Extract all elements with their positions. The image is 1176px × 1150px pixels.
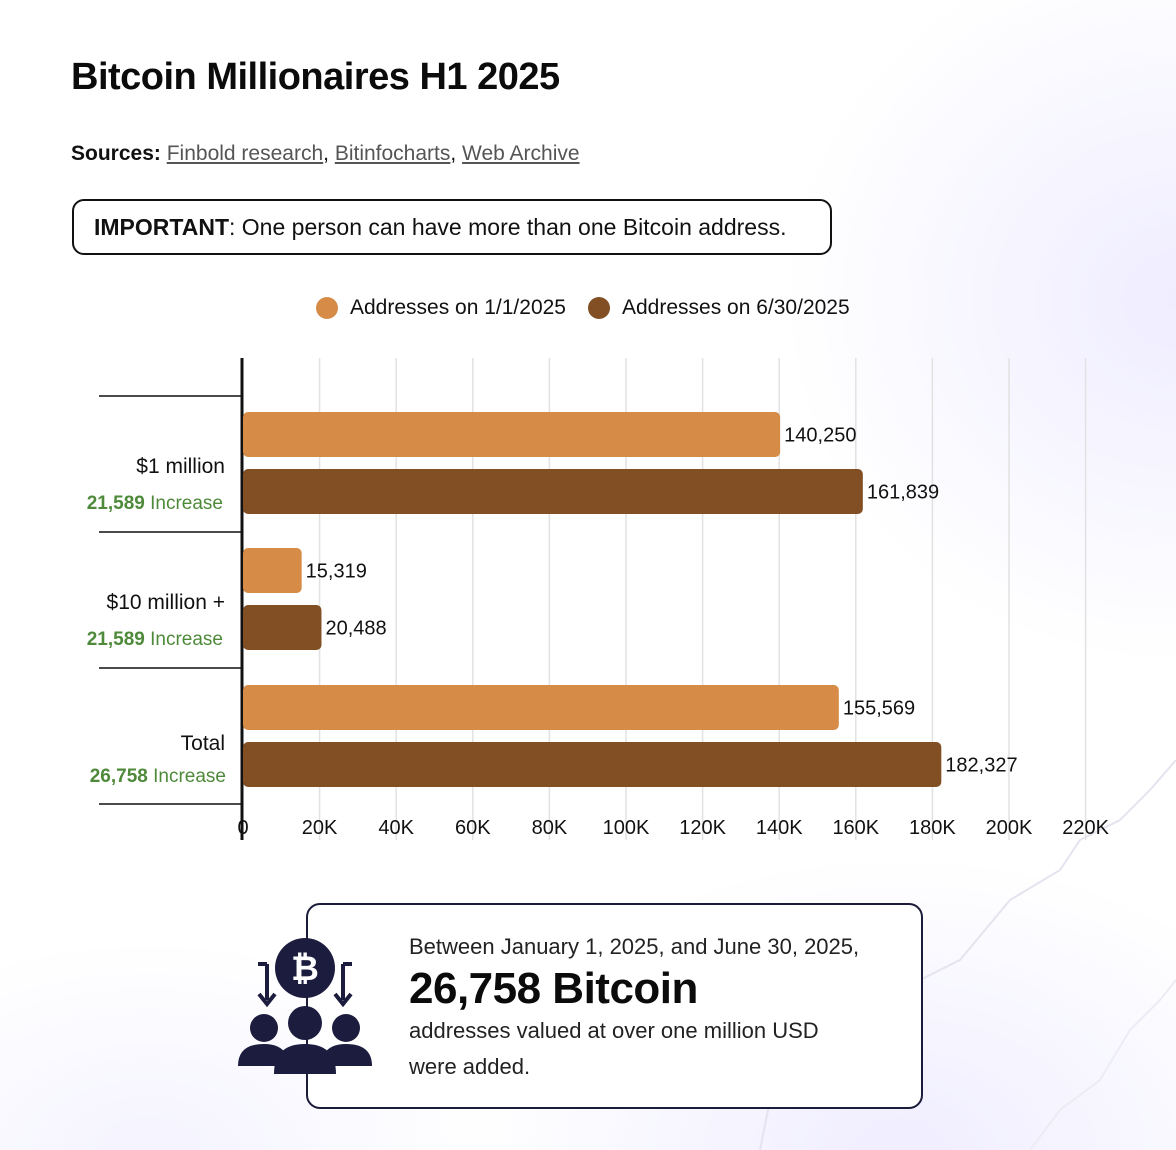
- increase-value: 21,589: [87, 629, 145, 650]
- bar-value-label: 140,250: [784, 425, 856, 447]
- bar-value-label: 15,319: [306, 561, 367, 583]
- sources-label: Sources:: [71, 142, 161, 165]
- increase-suffix: Increase: [145, 493, 223, 514]
- x-tick-label: 160K: [832, 817, 879, 839]
- x-tick-label: 140K: [756, 817, 803, 839]
- source-separator: ,: [323, 142, 335, 165]
- source-link-bitinfocharts[interactable]: Bitinfocharts: [334, 142, 451, 165]
- svg-text:₿: ₿: [291, 950, 319, 988]
- x-tick-label: 40K: [378, 817, 414, 839]
- bar-chart: 020K40K60K80K100K120K140K160K180K200K220…: [87, 358, 1110, 840]
- increase-suffix: Increase: [148, 766, 226, 787]
- important-text: : One person can have more than one Bitc…: [229, 213, 787, 240]
- bar: [243, 742, 942, 787]
- x-tick-label: 220K: [1062, 817, 1109, 839]
- bar: [243, 605, 322, 650]
- bar-value-label: 182,327: [945, 755, 1017, 777]
- info-headline: 26,758 Bitcoin: [409, 964, 698, 1013]
- bar: [243, 685, 839, 730]
- increase-value: 26,758: [90, 766, 148, 787]
- info-line-1: Between January 1, 2025, and June 30, 20…: [409, 934, 860, 959]
- increase-suffix: Increase: [145, 629, 223, 650]
- bar-value-label: 161,839: [867, 482, 939, 504]
- info-line-4: were added.: [409, 1054, 531, 1079]
- category-label: $1 million: [136, 455, 225, 478]
- source-separator: ,: [450, 142, 463, 165]
- sources-line: Sources: Finbold research, Bitinfocharts…: [71, 142, 580, 166]
- bitcoin-people-icon: ₿: [238, 938, 372, 1074]
- source-link-web-archive[interactable]: Web Archive: [462, 142, 580, 165]
- increase-label: 26,758 Increase: [90, 766, 226, 787]
- x-tick-label: 60K: [455, 817, 491, 839]
- bar-value-label: 155,569: [843, 698, 915, 720]
- legend-swatch-series-1: [316, 297, 338, 319]
- important-label: IMPORTANT: [94, 213, 230, 240]
- x-tick-label: 20K: [302, 817, 338, 839]
- source-link-finbold[interactable]: Finbold research: [166, 142, 324, 165]
- legend-label-series-2: Addresses on 6/30/2025: [622, 296, 850, 319]
- important-note: IMPORTANT: One person can have more than…: [72, 199, 832, 255]
- info-box: [306, 903, 923, 1109]
- x-tick-label: 120K: [679, 817, 726, 839]
- increase-label: 21,589 Increase: [87, 629, 223, 650]
- x-tick-label: 180K: [909, 817, 956, 839]
- x-tick-label: 200K: [986, 817, 1033, 839]
- info-line-3: addresses valued at over one million USD: [409, 1018, 819, 1043]
- page-title: Bitcoin Millionaires H1 2025: [71, 56, 560, 98]
- x-tick-label: 80K: [532, 817, 568, 839]
- bar: [243, 548, 302, 593]
- increase-label: 21,589 Increase: [87, 493, 223, 514]
- chart-legend: Addresses on 1/1/2025 Addresses on 6/30/…: [316, 296, 872, 320]
- category-label: $10 million +: [107, 591, 225, 614]
- legend-item-series-1: Addresses on 1/1/2025: [316, 296, 566, 320]
- x-tick-label: 100K: [603, 817, 650, 839]
- legend-swatch-series-2: [588, 297, 610, 319]
- legend-label-series-1: Addresses on 1/1/2025: [350, 296, 566, 319]
- bar: [243, 469, 863, 514]
- bar: [243, 412, 781, 457]
- legend-item-series-2: Addresses on 6/30/2025: [588, 296, 850, 320]
- bar-value-label: 20,488: [325, 618, 386, 640]
- category-label: Total: [181, 732, 225, 755]
- increase-value: 21,589: [87, 493, 145, 514]
